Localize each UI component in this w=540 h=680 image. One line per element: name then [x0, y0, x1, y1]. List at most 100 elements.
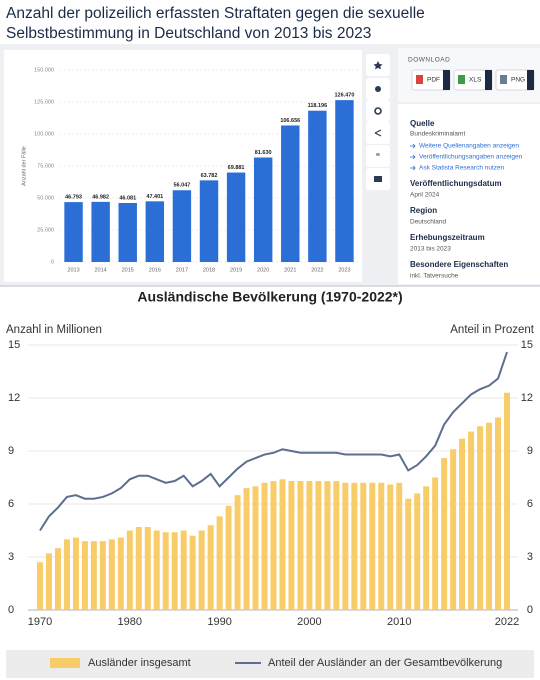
bar [468, 431, 475, 610]
bar [281, 125, 300, 263]
y-tick-label: 100.000 [34, 131, 54, 137]
bar [342, 482, 349, 610]
source-link[interactable]: Veröffentlichungsangaben anzeigen [419, 154, 523, 161]
bar [162, 532, 169, 610]
legend-label: Anteil der Ausländer an der Gesamtbevölk… [268, 657, 502, 669]
y-tick-label: 125.000 [34, 99, 54, 105]
bar [99, 541, 106, 610]
download-button-label: PDF [427, 77, 440, 84]
bar [306, 481, 313, 610]
y2-tick-label: 12 [521, 392, 533, 404]
field-text: April 2024 [410, 192, 440, 199]
y-tick-label: 15 [8, 339, 20, 351]
x-tick-label: 2015 [122, 267, 134, 273]
legend-swatch [50, 658, 80, 668]
source-text: Bundeskriminalamt [410, 131, 465, 138]
print-icon [374, 176, 382, 182]
bar [495, 417, 502, 610]
y-tick-label: 75.000 [37, 163, 54, 169]
link-arrow [410, 165, 416, 171]
x-tick-label: 2023 [338, 267, 350, 273]
bar [297, 481, 304, 610]
y2-tick-label: 9 [527, 445, 533, 457]
field-heading: Besondere Eigenschaften [410, 260, 508, 269]
bar [90, 541, 97, 610]
bar [324, 481, 331, 610]
field-text: 2013 bis 2023 [410, 246, 451, 253]
bar [387, 484, 394, 610]
bar [414, 493, 421, 610]
bar [450, 449, 457, 610]
bar [315, 481, 322, 610]
bar [378, 482, 385, 610]
x-tick-label: 2017 [176, 267, 188, 273]
value-label: 81.630 [255, 150, 272, 156]
plus-box [485, 70, 492, 90]
bar [360, 482, 367, 610]
x-tick-label: 2014 [95, 267, 107, 273]
bar [226, 172, 246, 262]
bar [64, 202, 83, 262]
x-tick-label: 2021 [284, 267, 296, 273]
bar [180, 530, 187, 610]
x-tick-label: 2016 [149, 267, 161, 273]
legend-label: Ausländer insgesamt [88, 657, 191, 669]
y-tick-label: 0 [51, 259, 54, 265]
bar [504, 392, 511, 610]
y-tick-label: 3 [8, 551, 14, 563]
x-tick-label: 2022 [311, 267, 323, 273]
field-heading: Region [410, 206, 437, 215]
download-heading: DOWNLOAD [408, 57, 450, 64]
bar [45, 553, 52, 610]
bar [333, 481, 340, 610]
bar [270, 481, 277, 610]
x-tick-label: 2010 [387, 616, 411, 628]
y2-axis-label: Anteil in Prozent [450, 324, 535, 336]
field-text: inkl. Tatversuche [410, 273, 459, 280]
bar [72, 537, 79, 610]
bar [252, 486, 259, 610]
value-label: 56.047 [173, 183, 190, 189]
value-label: 46.982 [92, 194, 109, 200]
value-label: 63.782 [201, 173, 218, 179]
bar [351, 482, 358, 610]
file-icon [500, 75, 507, 84]
bar [199, 180, 219, 262]
icon-button[interactable] [366, 122, 390, 144]
y-tick-label: 150.000 [34, 67, 54, 73]
icon-button[interactable] [366, 100, 390, 122]
field-text: Deutschland [410, 219, 447, 226]
value-label: 69.881 [228, 165, 245, 171]
bar [216, 516, 223, 610]
bar [126, 530, 133, 610]
source-link[interactable]: Ask Statista Research nutzen [419, 165, 505, 172]
y2-tick-label: 6 [527, 498, 533, 510]
file-icon [416, 75, 423, 84]
bar [135, 526, 142, 610]
value-label: 46.081 [119, 195, 136, 201]
bar [441, 458, 448, 610]
bar [117, 537, 124, 610]
bar [81, 541, 88, 610]
bar [335, 100, 354, 262]
bar [234, 495, 241, 610]
value-label: 46.793 [65, 195, 82, 201]
bar [396, 482, 403, 610]
value-label: 118.196 [308, 103, 328, 109]
bar [432, 477, 439, 610]
y-axis-label: Anzahl der Fälle [21, 146, 27, 186]
gear-icon [374, 107, 382, 115]
y2-tick-label: 15 [521, 339, 533, 351]
y-tick-label: 6 [8, 498, 14, 510]
bar [144, 526, 151, 610]
value-label: 47.401 [146, 194, 163, 200]
bar [459, 438, 466, 610]
source-link[interactable]: Weitere Quellenangaben anzeigen [419, 143, 519, 150]
bar [261, 482, 268, 610]
bar [405, 498, 412, 610]
icon-button[interactable] [366, 145, 390, 167]
bar [118, 203, 137, 262]
x-tick-label: 1980 [118, 616, 142, 628]
